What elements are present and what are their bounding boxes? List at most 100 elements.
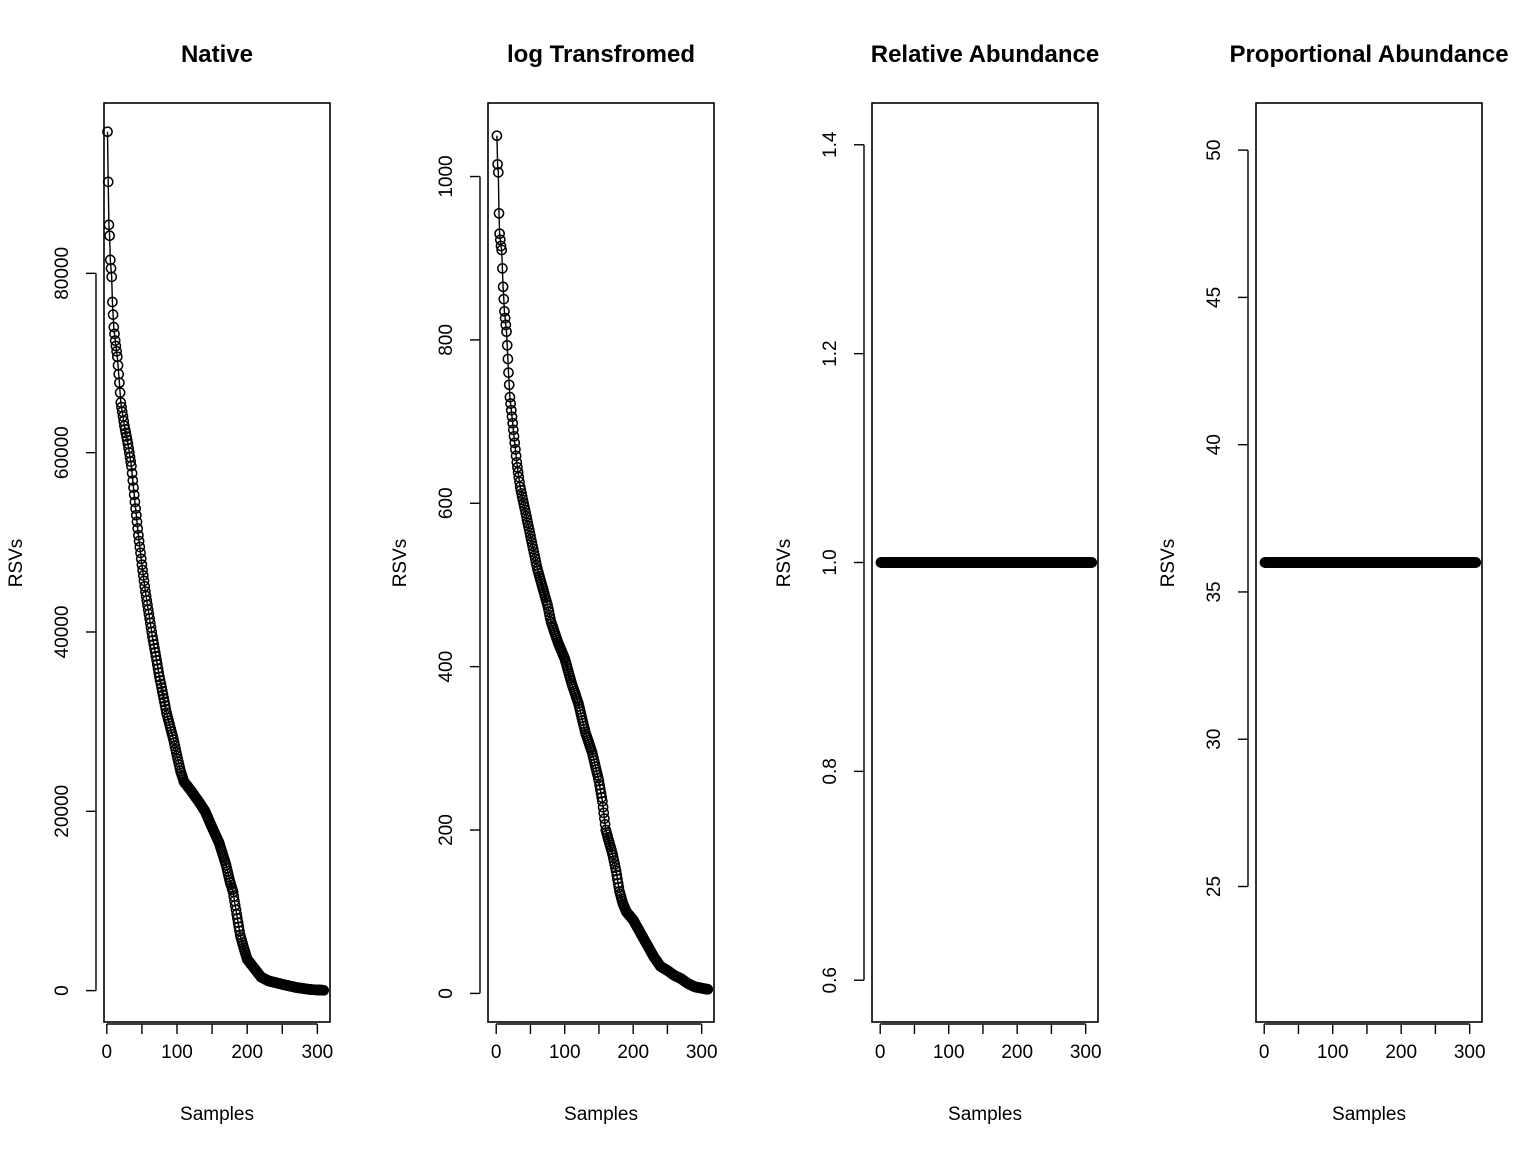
data-point bbox=[129, 496, 141, 508]
panel-native: Native Samples RSVs 0 100 200 300 0 20000 4000… bbox=[6, 41, 333, 1125]
chart-title: Proportional Abundance bbox=[1229, 41, 1508, 68]
data-point bbox=[503, 379, 515, 391]
data-point bbox=[491, 130, 503, 142]
y-axis-label: RSVs bbox=[1158, 539, 1179, 588]
y-tick-label: 40 bbox=[1204, 434, 1225, 455]
data-point bbox=[510, 450, 522, 462]
data-point bbox=[702, 983, 714, 995]
chart-title: log Transfromed bbox=[507, 41, 695, 68]
data-point bbox=[501, 326, 512, 338]
x-tick-label: 200 bbox=[617, 1042, 649, 1063]
data-point bbox=[502, 353, 514, 365]
data-point bbox=[125, 456, 137, 467]
data-point bbox=[136, 559, 148, 571]
data-point bbox=[597, 801, 609, 813]
data-point bbox=[127, 475, 139, 486]
data-point bbox=[594, 779, 605, 791]
data-point bbox=[599, 818, 611, 830]
data-point bbox=[135, 553, 147, 565]
data-point bbox=[503, 367, 514, 378]
data-point bbox=[318, 984, 330, 996]
data-point bbox=[133, 535, 145, 547]
x-tick-label: 200 bbox=[231, 1042, 263, 1063]
x-axis-label: Samples bbox=[1332, 1104, 1406, 1125]
y-axis-label: RSVs bbox=[6, 539, 27, 588]
data-point bbox=[496, 244, 508, 256]
data-point bbox=[137, 564, 148, 576]
data-point bbox=[499, 312, 511, 324]
x-tick-label: 100 bbox=[161, 1042, 193, 1063]
y-tick-label: 45 bbox=[1204, 287, 1225, 308]
data-point bbox=[598, 807, 610, 819]
x-tick-label: 0 bbox=[1259, 1042, 1270, 1063]
data-point bbox=[138, 575, 150, 587]
data-point bbox=[492, 167, 504, 178]
panel-proportional-abundance: Proportional Abundance Samples RSVs 0 100… bbox=[1158, 41, 1509, 1125]
data-point bbox=[612, 873, 623, 885]
x-axis-label: Samples bbox=[948, 1104, 1022, 1125]
y-tick-label: 20000 bbox=[52, 785, 73, 838]
data-point bbox=[107, 296, 118, 308]
y-tick-label: 80000 bbox=[52, 247, 73, 300]
plot-frame bbox=[487, 102, 715, 1023]
panel-relative-abundance: Relative Abundance Samples RSVs 0 100 200 3… bbox=[774, 41, 1102, 1125]
panel-log-transformed: log Transfromed Samples RSVs 0 100 200 3000… bbox=[390, 41, 718, 1125]
x-tick-label: 100 bbox=[933, 1042, 965, 1063]
y-tick-label: 600 bbox=[436, 487, 457, 519]
data-point bbox=[150, 650, 162, 662]
x-tick-label: 0 bbox=[491, 1042, 502, 1063]
data-point bbox=[104, 230, 115, 242]
data-series bbox=[102, 126, 330, 996]
x-axis-label: Samples bbox=[180, 1104, 254, 1125]
y-tick-label: 1.0 bbox=[820, 549, 841, 575]
data-point bbox=[596, 792, 608, 803]
data-point bbox=[513, 471, 525, 483]
plot-frame bbox=[103, 102, 331, 1023]
data-point bbox=[106, 271, 118, 283]
axis-ticks: 0 100 200 300 0 20000 40000 60000 80000 bbox=[52, 247, 333, 1063]
data-point bbox=[137, 570, 149, 581]
data-point bbox=[135, 547, 146, 559]
data-point bbox=[128, 489, 140, 501]
data-point bbox=[507, 417, 519, 429]
data-point bbox=[148, 639, 160, 650]
data-point bbox=[499, 305, 510, 317]
data-point bbox=[508, 430, 520, 442]
data-point bbox=[133, 529, 144, 541]
data-point bbox=[102, 176, 114, 188]
data-point bbox=[109, 328, 120, 340]
data-point bbox=[103, 219, 115, 231]
data-point bbox=[507, 424, 519, 436]
x-tick-label: 200 bbox=[1385, 1042, 1417, 1063]
data-series bbox=[875, 557, 1098, 568]
data-series bbox=[491, 130, 714, 995]
data-point bbox=[132, 523, 144, 534]
data-point bbox=[505, 398, 516, 409]
x-tick-label: 0 bbox=[102, 1042, 113, 1063]
data-point bbox=[611, 869, 623, 881]
y-tick-label: 400 bbox=[436, 651, 457, 683]
data-point bbox=[494, 228, 505, 240]
data-point bbox=[131, 516, 143, 528]
y-tick-label: 60000 bbox=[52, 426, 73, 479]
data-point bbox=[139, 580, 151, 592]
data-point bbox=[126, 467, 138, 479]
data-point bbox=[505, 404, 517, 416]
y-tick-label: 0 bbox=[52, 985, 73, 996]
y-tick-label: 30 bbox=[1204, 729, 1225, 750]
axis-ticks: 0 100 200 300 25 30 35 40 45 50 bbox=[1204, 140, 1486, 1063]
y-tick-label: 50 bbox=[1204, 140, 1225, 161]
data-point bbox=[514, 476, 525, 488]
data-point bbox=[130, 503, 141, 514]
data-point bbox=[147, 631, 158, 642]
y-tick-label: 35 bbox=[1204, 581, 1225, 602]
data-point bbox=[610, 865, 622, 877]
data-point bbox=[102, 126, 113, 138]
axis-ticks: 0 100 200 300 0 200 400 600 800 1000 bbox=[436, 155, 718, 1063]
y-tick-label: 1.2 bbox=[820, 340, 841, 366]
data-point bbox=[495, 240, 507, 252]
data-point bbox=[612, 877, 624, 889]
x-tick-label: 300 bbox=[1070, 1042, 1102, 1063]
data-point bbox=[108, 321, 120, 333]
